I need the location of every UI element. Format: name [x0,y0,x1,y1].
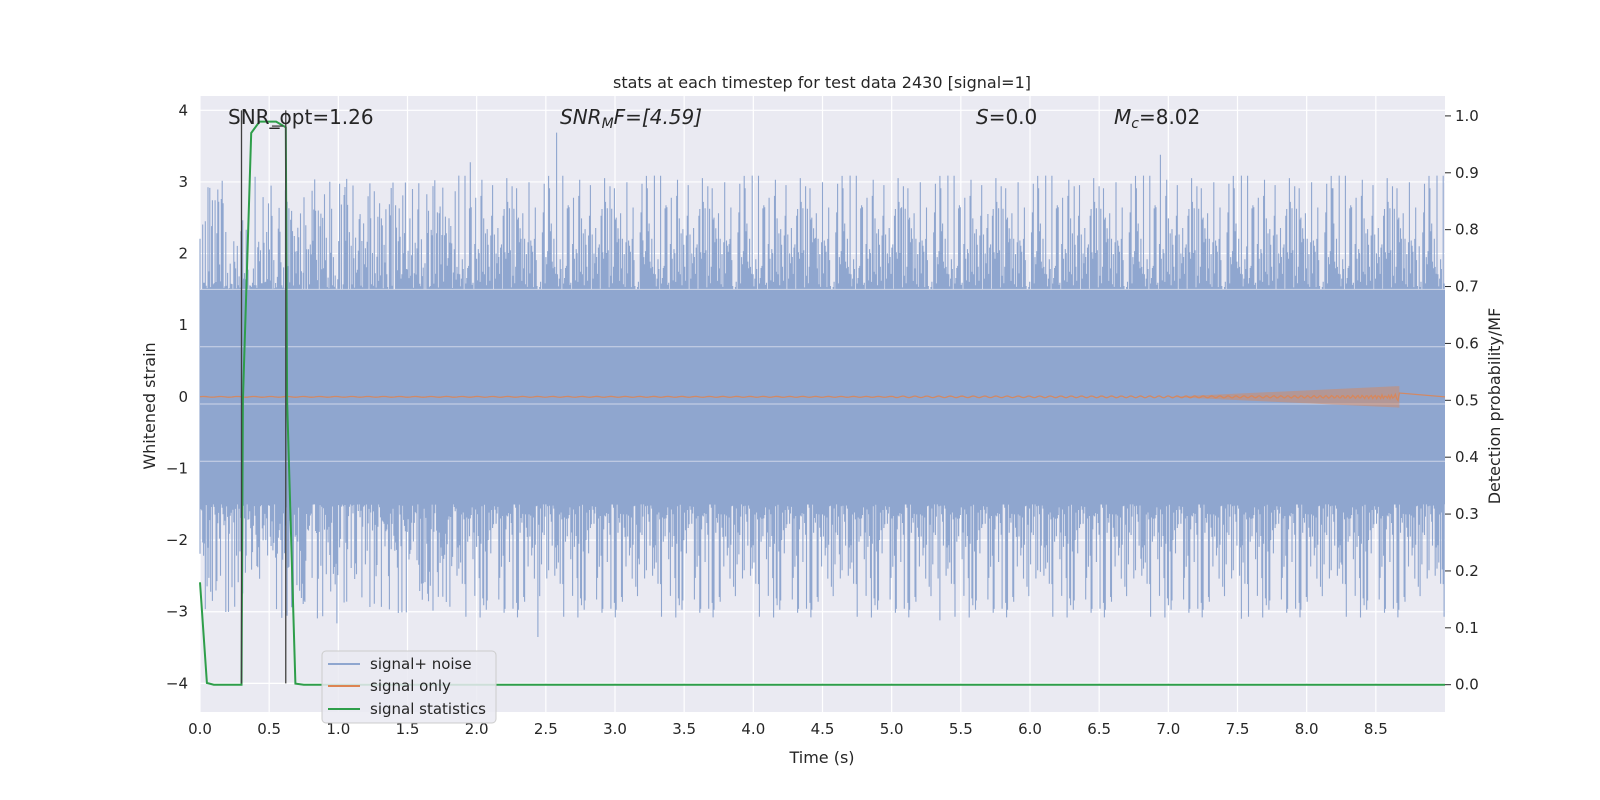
x-tick-label: 5.0 [880,720,904,738]
vertical-markers [240,110,287,684]
y-right-tick-label: 0.5 [1455,391,1479,409]
legend-label-signal-noise: signal+ noise [370,655,472,673]
y-axis-right-label: Detection probability/MF [1485,308,1504,505]
annotation-mc-main: M [1114,105,1131,129]
y-right-tick-label: 0.0 [1455,676,1479,694]
x-tick-label: 3.5 [672,720,696,738]
chart-title: stats at each timestep for test data 243… [613,73,1031,92]
y-axis-left: 4 3 2 1 0 −1 −2 −3 −4 [166,101,188,692]
y-right-tick-label: 0.2 [1455,562,1479,580]
x-tick-label: 8.0 [1295,720,1319,738]
y-tick-label: 4 [178,101,188,119]
x-tick-label: 4.5 [811,720,835,738]
y-tick-label: 3 [178,173,188,191]
signal-only-series [199,386,1446,408]
annotation-snr-mf: SNRMF=[4.59] [560,105,702,132]
x-tick-label: 5.5 [949,720,973,738]
legend: signal+ noise signal only signal statist… [321,650,497,724]
annotations: SNR_opt=1.26 SNRMF=[4.59] S=0.0 Mc=8.02 [228,105,1200,132]
y-axis-right: 1.0 0.9 0.8 0.7 0.6 0.5 0.4 0.3 0.2 0.1 0.0 [1445,107,1479,694]
y-tick-label: 2 [178,245,188,263]
annotation-snr-mf-rest: F=[4.59] [614,105,702,129]
annotation-mc-rest: =8.02 [1139,105,1200,129]
signal-statistics-series [199,120,1445,686]
y-tick-label: −4 [166,674,188,692]
annotation-mc-sub: c [1131,116,1139,132]
x-tick-label: 3.0 [603,720,627,738]
y-right-tick-label: 0.1 [1455,619,1479,637]
annotation-s-rest: =0.0 [989,105,1038,129]
annotation-s-main: S [976,105,989,129]
legend-box [321,650,497,724]
signal-statistics-line [199,120,1445,686]
y-right-tick-label: 0.6 [1455,334,1479,352]
y-tick-label: −2 [166,531,188,549]
y-right-tick-label: 0.4 [1455,448,1479,466]
y-right-tick-label: 0.9 [1455,164,1479,182]
y-tick-label: −3 [166,603,188,621]
signal-only-chirp-envelope [1168,386,1400,408]
signal-only-line [199,392,1446,403]
x-tick-label: 6.0 [1018,720,1042,738]
annotation-mc: Mc=8.02 [1114,105,1200,132]
x-axis-label: Time (s) [788,748,854,767]
y-right-tick-label: 0.7 [1455,278,1479,296]
x-tick-label: 7.5 [1226,720,1250,738]
y-right-tick-label: 1.0 [1455,107,1479,125]
annotation-snr-opt: SNR_opt=1.26 [228,105,374,129]
annotation-s: S=0.0 [976,105,1037,129]
legend-label-signal-statistics: signal statistics [370,700,486,718]
y-right-tick-label: 0.8 [1455,221,1479,239]
legend-label-signal-only: signal only [370,677,451,695]
y-tick-label: −1 [166,459,188,477]
x-tick-label: 6.5 [1087,720,1111,738]
x-tick-label: 2.0 [465,720,489,738]
x-tick-label: 2.5 [534,720,558,738]
x-tick-label: 0.5 [257,720,281,738]
x-tick-label: 1.5 [396,720,420,738]
y-tick-label: 1 [178,316,188,334]
x-tick-label: 1.0 [326,720,350,738]
y-right-tick-label: 0.3 [1455,505,1479,523]
x-tick-label: 8.5 [1364,720,1388,738]
x-axis: 0.0 0.5 1.0 1.5 2.0 2.5 3.0 3.5 4.0 4.5 5.0 5.5 6.0 6… [188,720,1388,738]
x-tick-label: 0.0 [188,720,212,738]
annotation-snr-mf-sub: M [602,116,614,132]
y-tick-label: 0 [178,388,188,406]
annotation-snr-mf-main: SNR [560,105,602,129]
y-axis-label: Whitened strain [140,342,159,469]
x-tick-label: 7.0 [1156,720,1180,738]
x-tick-label: 4.0 [741,720,765,738]
